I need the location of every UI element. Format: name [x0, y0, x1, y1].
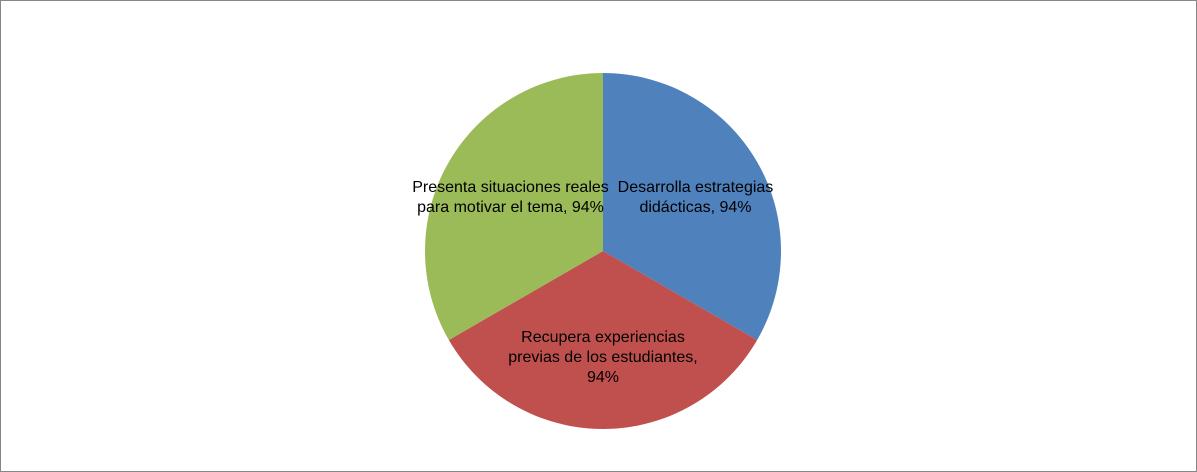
data-label: Recupera experiencias previas de los est…	[508, 328, 698, 386]
pie-slice	[448, 251, 758, 429]
data-label: Desarrolla estrategias didácticas, 94%	[617, 178, 774, 216]
data-label: Presenta situaciones reales para motivar…	[412, 178, 609, 216]
pie-slice	[603, 73, 781, 340]
pie-slice	[424, 73, 603, 340]
